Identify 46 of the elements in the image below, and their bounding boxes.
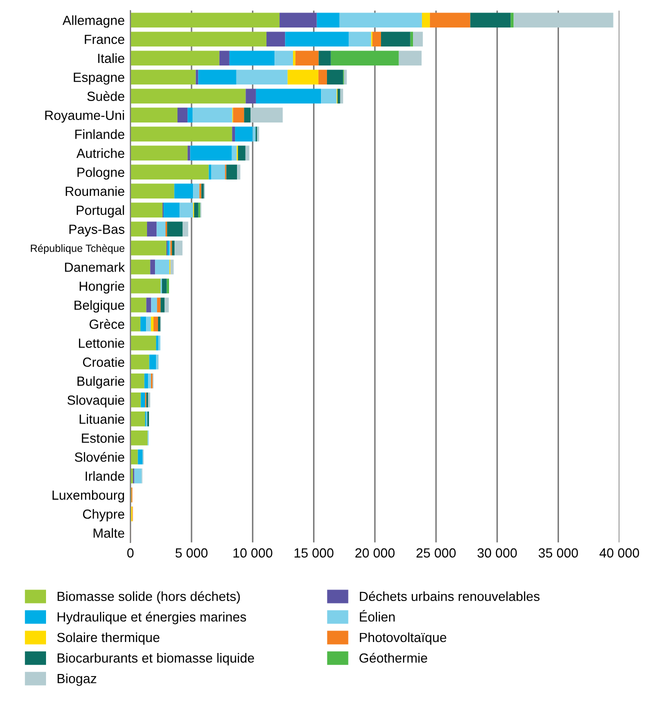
legend-label: Déchets urbains renouvelables bbox=[360, 591, 540, 602]
x-tick-label: 30 000 bbox=[477, 548, 517, 558]
legend-label: Biocarburants et biomasse liquide bbox=[58, 653, 254, 666]
x-tick-label: 35 000 bbox=[538, 548, 578, 558]
y-tick-label: Croatie bbox=[82, 357, 124, 367]
y-tick-label: Slovaquie bbox=[67, 395, 124, 408]
legend-label: Solaire thermique bbox=[57, 632, 160, 645]
legend-label: Géothermie bbox=[359, 652, 428, 663]
y-tick-label: Lettonie bbox=[78, 338, 124, 348]
x-tick-label: 20 000 bbox=[355, 548, 395, 558]
y-tick-label: Belgique bbox=[74, 300, 124, 313]
legend-label: Photovoltaïque bbox=[360, 632, 446, 645]
y-tick-label: Danemark bbox=[65, 262, 125, 272]
legend-label: Hydraulique et énergies marines bbox=[58, 612, 246, 624]
y-tick-label: Grèce bbox=[90, 319, 124, 329]
legend-label: Biogaz bbox=[58, 674, 96, 686]
x-tick-label: 15 000 bbox=[294, 548, 334, 558]
y-tick-label: Malte bbox=[94, 528, 124, 538]
y-tick-label: Pays-Bas bbox=[69, 224, 124, 237]
x-tick-label: 25 000 bbox=[416, 548, 456, 558]
y-tick-label: Bulgarie bbox=[78, 376, 124, 388]
x-tick-label: 10 000 bbox=[233, 548, 272, 558]
legend-label: Éolien bbox=[360, 610, 395, 622]
y-tick-label: Estonie bbox=[82, 433, 124, 443]
y-tick-label: France bbox=[84, 34, 124, 44]
y-tick-label: Luxembourg bbox=[52, 490, 124, 502]
x-tick-label: 5 000 bbox=[176, 548, 208, 558]
y-tick-label: Portugal bbox=[76, 205, 124, 218]
y-tick-label: Espagne bbox=[74, 72, 124, 85]
y-tick-label: Royaume-Uni bbox=[45, 110, 124, 123]
y-tick-label: Finlande bbox=[75, 129, 124, 139]
x-tick-label: 0 bbox=[127, 548, 134, 558]
y-tick-label: Allemagne bbox=[62, 15, 124, 28]
y-tick-label: Pologne bbox=[78, 167, 124, 180]
y-tick-label: Slovénie bbox=[74, 452, 124, 462]
y-tick-label: Autriche bbox=[76, 148, 124, 158]
y-tick-label: Hongrie bbox=[80, 281, 124, 294]
y-tick-label: Chypre bbox=[82, 509, 124, 522]
y-tick-label: Lituanie bbox=[80, 414, 124, 424]
y-tick-label: Suède bbox=[87, 91, 124, 102]
y-tick-label: Italie bbox=[98, 53, 124, 64]
y-tick-label: République Tchèque bbox=[30, 244, 124, 254]
y-tick-label: Roumanie bbox=[66, 186, 124, 196]
x-tick-label: 40 000 bbox=[600, 548, 640, 558]
y-tick-label: Irlande bbox=[86, 471, 124, 481]
legend-label: Biomasse solide (hors déchets) bbox=[58, 591, 240, 604]
